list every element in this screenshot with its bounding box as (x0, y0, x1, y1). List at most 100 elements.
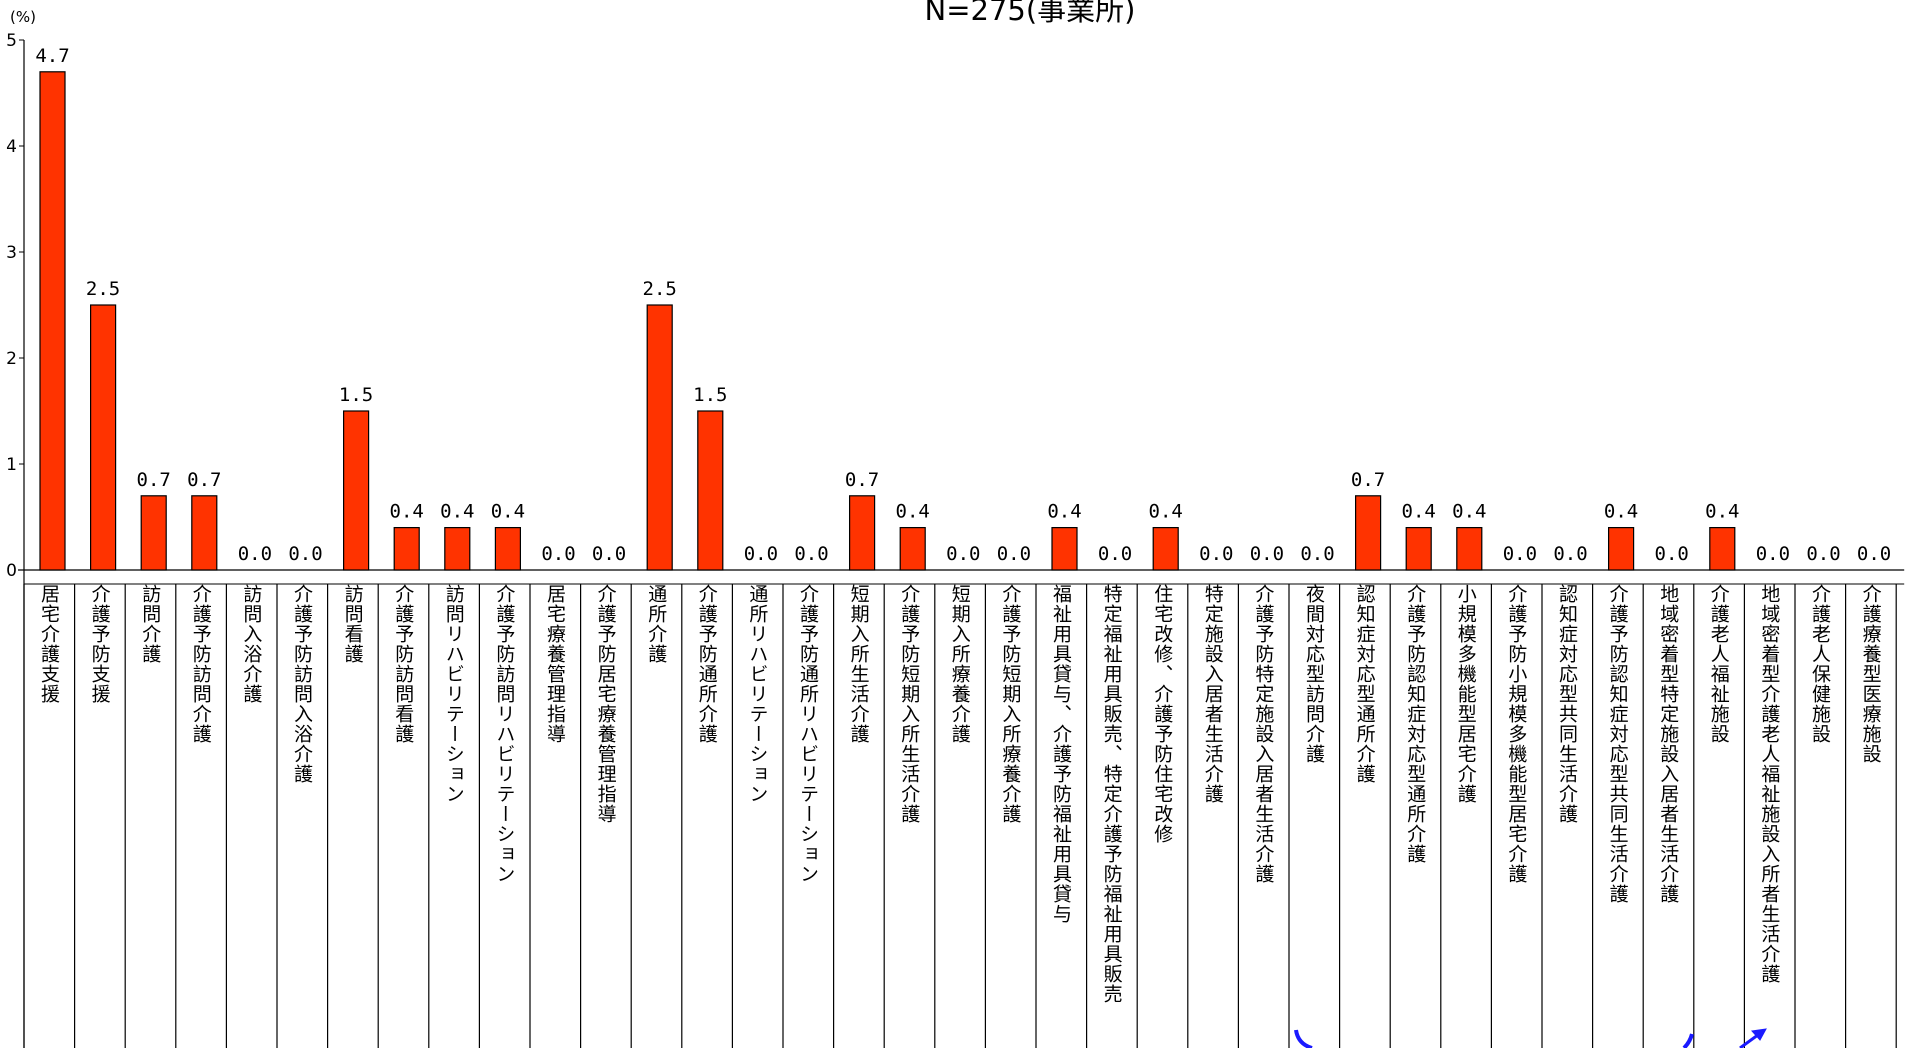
data-label: 0.4 (1047, 501, 1081, 523)
data-label: 0.0 (744, 543, 778, 565)
y-tick-label: 1 (6, 455, 17, 475)
category-label: 介護予防認知症対応型共同生活介護 (1606, 584, 1629, 904)
category-label: 通所介護 (645, 584, 668, 664)
bar (1152, 526, 1179, 571)
category-label: 訪問看護 (341, 584, 364, 664)
y-tick-label: 4 (6, 137, 17, 157)
category-label: 訪問リハビリテーション (442, 584, 465, 804)
category-label: 介護予防訪問リハビリテーション (493, 584, 516, 884)
bar (39, 71, 66, 571)
bar (697, 410, 724, 571)
data-label: 0.0 (1857, 543, 1891, 565)
data-label: 0.4 (1452, 501, 1486, 523)
data-label: 0.7 (137, 469, 171, 491)
category-label: 介護予防支援 (88, 584, 111, 704)
annotation-stroke (1294, 1029, 1313, 1048)
data-label: 4.7 (35, 45, 69, 67)
bars (39, 71, 1736, 571)
data-label: 0.4 (896, 501, 930, 523)
data-label: 0.7 (187, 469, 221, 491)
category-label: 介護老人福祉施設 (1707, 584, 1730, 744)
category-label: 訪問介護 (139, 584, 162, 664)
category-label: 介護予防通所介護 (695, 584, 718, 744)
data-label: 0.4 (491, 501, 525, 523)
data-label: 0.0 (1300, 543, 1334, 565)
category-label: 介護予防特定施設入居者生活介護 (1252, 584, 1275, 884)
category-label: 夜間対応型訪問介護 (1303, 584, 1325, 764)
data-label: 0.7 (1351, 469, 1385, 491)
category-label: 介護老人保健施設 (1809, 584, 1831, 744)
bar (1405, 526, 1432, 571)
y-tick-label: 2 (6, 349, 17, 369)
category-label: 介護予防認知症対応型通所介護 (1404, 584, 1427, 864)
data-label: 0.4 (1402, 501, 1436, 523)
category-label: 地域密着型特定施設入居者生活介護 (1657, 584, 1680, 904)
data-label: 0.0 (1199, 543, 1233, 565)
bar (494, 526, 521, 571)
category-label: 介護予防短期入所療養介護 (999, 584, 1022, 824)
category-label: 介護予防通所リハビリテーション (797, 584, 819, 884)
category-label: 通所リハビリテーション (746, 584, 769, 804)
category-label: 小規模多機能型居宅介護 (1454, 584, 1477, 804)
category-label: 短期入所療養介護 (948, 584, 971, 744)
data-label: 1.5 (339, 384, 373, 406)
annotation-arrows (1294, 1028, 1767, 1048)
category-label: 認知症対応型通所介護 (1353, 584, 1376, 784)
bar (393, 526, 420, 571)
data-label: 0.0 (1756, 543, 1790, 565)
axes: 0 1 2 3 4 5 (6, 31, 1905, 1048)
data-label: 0.0 (592, 543, 626, 565)
data-label: 0.4 (1149, 501, 1183, 523)
category-label: 介護予防短期入所生活介護 (898, 584, 921, 824)
data-label: 2.5 (86, 278, 120, 300)
bar (444, 526, 471, 571)
category-label: 介護予防小規模多機能型居宅介護 (1505, 584, 1528, 884)
category-label: 地域密着型介護老人福祉施設入所者生活介護 (1758, 584, 1781, 984)
bar (140, 495, 167, 571)
annotation-arrowhead (1751, 1028, 1767, 1041)
bar (899, 526, 926, 571)
category-label: 介護予防居宅療養管理指導 (594, 584, 617, 824)
data-label: 0.0 (1503, 543, 1537, 565)
data-label: 0.0 (288, 543, 322, 565)
data-labels: 4.7 2.5 0.7 0.7 0.0 0.0 1.5 0.4 0.4 0.4 0.0 0.0 2.5 1… (35, 45, 1891, 565)
bar (343, 410, 370, 571)
data-label: 1.5 (693, 384, 727, 406)
chart-subtitle: N=275(事業所) (925, 0, 1136, 27)
data-label: 0.4 (440, 501, 474, 523)
data-label: 0.0 (1553, 543, 1587, 565)
category-label: 認知症対応型共同生活介護 (1556, 584, 1578, 824)
data-label: 0.4 (390, 501, 424, 523)
data-label: 2.5 (643, 278, 677, 300)
category-label: 特定福祉用具販売、特定介護予防福祉用具販売 (1100, 584, 1123, 1004)
data-label: 0.4 (1705, 501, 1739, 523)
data-label: 0.4 (1604, 501, 1638, 523)
bar (1607, 526, 1635, 571)
data-label: 0.0 (1806, 543, 1840, 565)
y-tick-label: 0 (6, 561, 17, 581)
data-label: 0.0 (946, 543, 980, 565)
y-tick-label: 3 (6, 243, 17, 263)
y-axis-unit: (%) (10, 8, 36, 26)
data-label: 0.0 (1250, 543, 1284, 565)
category-label: 訪問入浴介護 (240, 584, 263, 704)
category-label: 特定施設入居者生活介護 (1201, 584, 1224, 804)
category-label: 介護療養型医療施設 (1859, 584, 1882, 764)
data-label: 0.0 (1098, 543, 1132, 565)
bar (1456, 526, 1483, 571)
bar (191, 495, 218, 571)
annotation-stroke (1682, 1033, 1694, 1048)
category-label: 介護予防訪問介護 (189, 584, 212, 744)
category-label: 介護予防訪問入浴介護 (291, 584, 313, 784)
data-label: 0.0 (997, 543, 1031, 565)
bar (1709, 526, 1736, 571)
category-label: 介護予防訪問看護 (392, 584, 415, 744)
data-label: 0.7 (845, 469, 879, 491)
data-label: 0.0 (794, 543, 828, 565)
bar (1051, 526, 1078, 571)
bar (646, 304, 673, 571)
category-label: 住宅改修、介護予防住宅改修 (1151, 584, 1174, 844)
bar (848, 495, 876, 571)
